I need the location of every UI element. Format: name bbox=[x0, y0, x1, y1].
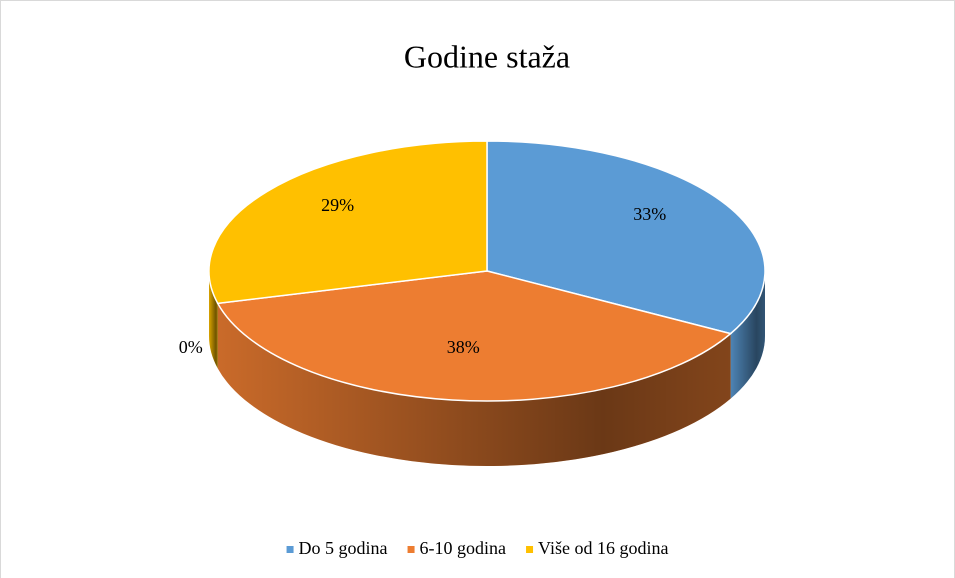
pie-side-shade bbox=[209, 271, 218, 369]
pie-slice bbox=[486, 140, 766, 335]
legend-label: Više od 16 godina bbox=[538, 538, 668, 558]
legend-swatch bbox=[286, 546, 294, 553]
legend-swatch bbox=[407, 546, 415, 553]
pie-slice bbox=[208, 140, 488, 305]
data-label: 29% bbox=[321, 195, 354, 215]
chart-title: Godine staža bbox=[404, 38, 570, 74]
data-label: 33% bbox=[633, 204, 666, 224]
legend-label: 6-10 godina bbox=[420, 538, 506, 558]
legend: Do 5 godina 6-10 godina Više od 16 godina bbox=[286, 538, 668, 558]
legend-swatch bbox=[526, 546, 534, 553]
pie-side-shade bbox=[217, 303, 731, 467]
data-label: 38% bbox=[447, 337, 480, 357]
pie-side-shade bbox=[730, 271, 765, 399]
pie-slice bbox=[216, 270, 733, 402]
data-label: 0% bbox=[179, 337, 203, 357]
legend-label: Do 5 godina bbox=[299, 538, 388, 558]
